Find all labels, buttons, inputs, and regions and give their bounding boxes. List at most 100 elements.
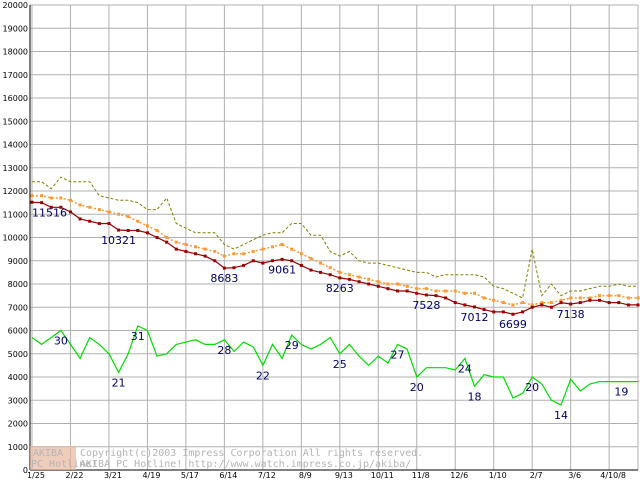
grid <box>29 4 639 471</box>
data-label: 21 <box>112 376 126 389</box>
series-1-point <box>251 249 255 253</box>
data-label: 22 <box>256 369 270 382</box>
data-label: 14 <box>554 409 568 422</box>
series-2-point <box>415 291 419 295</box>
data-label: 6699 <box>499 318 527 331</box>
data-label: 8263 <box>326 282 354 295</box>
data-label: 19 <box>614 386 628 399</box>
series-2-point <box>107 222 111 226</box>
series-2-point <box>626 303 630 307</box>
series-1-point <box>222 254 226 258</box>
x-tick-label: 8/9 <box>299 471 312 480</box>
series-2-point <box>97 222 101 226</box>
series-group <box>30 176 640 406</box>
data-label: 20 <box>525 381 539 394</box>
series-1-point <box>492 298 496 302</box>
series-2-point <box>126 229 130 233</box>
series-2-point <box>578 301 582 305</box>
series-2-point <box>174 247 178 251</box>
series-1-point <box>578 296 582 300</box>
series-2-point <box>203 254 207 258</box>
series-2-point <box>607 301 611 305</box>
series-2-point <box>136 229 140 233</box>
series-line-0 <box>32 176 638 299</box>
series-2-point <box>530 305 534 309</box>
data-label: 25 <box>333 358 347 371</box>
y-tick-label: 6000 <box>8 327 28 336</box>
series-2-point <box>165 240 169 244</box>
series-1-point <box>270 245 274 249</box>
series-2-point <box>598 298 602 302</box>
series-1-point <box>59 196 63 200</box>
y-tick-label: 7000 <box>8 303 28 312</box>
series-1-point <box>588 296 592 300</box>
series-line-1 <box>32 194 638 306</box>
series-2-point <box>424 293 428 297</box>
series-line-2 <box>31 201 638 315</box>
series-2-point <box>357 280 361 284</box>
series-2-point <box>328 273 332 277</box>
series-1-point <box>463 291 467 295</box>
data-label: 24 <box>458 362 472 375</box>
y-tick-label: 17000 <box>3 71 28 80</box>
series-2-point <box>78 217 82 221</box>
series-1-point <box>165 236 169 239</box>
series-1-point <box>232 252 236 256</box>
series-2-point <box>434 294 438 298</box>
series-1-point <box>155 229 159 233</box>
series-2-point <box>444 296 448 300</box>
data-label: 27 <box>391 348 405 361</box>
series-2-point <box>396 289 400 293</box>
y-tick-label: 1000 <box>8 443 28 452</box>
data-label: 18 <box>467 390 481 403</box>
series-1-point <box>405 284 409 288</box>
y-tick-label: 8000 <box>8 280 28 289</box>
x-tick-label: 9/13 <box>335 471 353 480</box>
series-1-point <box>213 249 217 253</box>
watermark-url: AKIBA PC Hotline! http://www.watch.impre… <box>80 459 411 470</box>
series-1-point <box>117 212 121 216</box>
x-tick-label: 3/6 <box>568 471 581 480</box>
y-tick-label: 9000 <box>8 257 28 266</box>
series-2-point <box>194 252 198 256</box>
series-1-point <box>540 301 544 305</box>
watermark-logo-box <box>30 446 76 470</box>
series-1-point <box>299 252 303 256</box>
y-tick-label: 16000 <box>3 94 28 103</box>
series-2-point <box>472 305 476 309</box>
x-tick-label: 3/21 <box>104 471 122 480</box>
x-tick-label: 1/10 <box>489 471 507 480</box>
series-2-point <box>280 257 284 261</box>
series-1-point <box>549 301 553 305</box>
series-line-3 <box>31 325 638 406</box>
series-2-point <box>30 200 34 204</box>
series-1-point <box>434 289 438 293</box>
series-2-point <box>588 298 592 302</box>
series-1-point <box>68 198 72 202</box>
series-2-point <box>184 249 188 253</box>
data-labels: 11516 10321 8683 9061 8263 7528 7012 6699 7138 30… <box>32 206 628 422</box>
x-axis-ticks: 1/25 2/22 3/21 4/19 5/17 6/14 7/12 8/9 9/13 10/11… <box>27 471 626 480</box>
series-1-point <box>444 289 448 293</box>
series-2-point <box>290 259 294 263</box>
series-1-point <box>194 245 198 249</box>
series-2-point <box>367 282 371 286</box>
y-axis-ticks: 0 1000 2000 3000 4000 5000 6000 7000 8000 9000 100… <box>3 1 28 475</box>
series-1-point <box>30 194 34 198</box>
series-2-point <box>492 310 496 314</box>
series-2-point <box>482 308 486 312</box>
series-2-point <box>59 205 63 209</box>
series-1-point <box>203 247 207 251</box>
series-2-point <box>511 312 515 316</box>
series-1-point <box>376 280 380 284</box>
series-2-point <box>49 205 53 209</box>
series-1-point <box>174 240 178 244</box>
series-2-point <box>68 210 72 214</box>
series-1-point <box>367 277 371 281</box>
series-1-point <box>145 224 149 228</box>
data-label: 30 <box>54 335 68 348</box>
y-tick-label: 14000 <box>3 141 28 150</box>
series-2-point <box>242 263 246 267</box>
series-1-point <box>617 294 621 298</box>
data-label: 9061 <box>268 263 296 276</box>
